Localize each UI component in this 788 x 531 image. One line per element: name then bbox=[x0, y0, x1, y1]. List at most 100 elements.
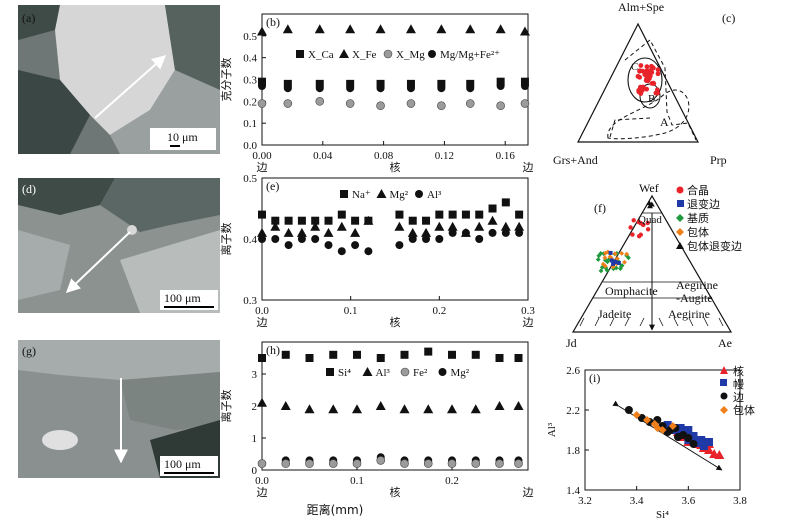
ternary-f-right: Ae bbox=[718, 336, 732, 350]
ternary-point bbox=[644, 86, 650, 92]
ternary-point bbox=[598, 250, 604, 256]
data-point bbox=[376, 354, 385, 362]
data-point bbox=[471, 459, 481, 468]
data-point bbox=[461, 228, 470, 237]
ternary-point bbox=[655, 67, 661, 73]
x-position-label: 边 bbox=[523, 316, 534, 329]
data-point bbox=[513, 401, 524, 410]
data-point bbox=[323, 227, 334, 237]
data-point bbox=[257, 459, 267, 468]
x-position-label: 边 bbox=[523, 486, 534, 499]
x-position-label: 核 bbox=[390, 315, 401, 329]
data-point bbox=[494, 401, 505, 410]
data-point bbox=[400, 459, 409, 468]
x-position-label: 核 bbox=[390, 485, 401, 499]
ternary-c-field-a: A bbox=[660, 115, 669, 129]
x-position-label: 边 bbox=[523, 161, 534, 174]
data-point bbox=[280, 401, 291, 410]
data-point bbox=[435, 210, 444, 219]
ternary-point bbox=[635, 73, 641, 79]
data-point bbox=[406, 84, 415, 93]
data-point bbox=[437, 84, 446, 93]
x-tick-label: 0.04 bbox=[313, 150, 333, 162]
data-point bbox=[515, 228, 524, 237]
ternary-point bbox=[628, 225, 633, 230]
data-point bbox=[515, 210, 524, 219]
data-point bbox=[375, 401, 386, 410]
plot-frame bbox=[261, 341, 529, 471]
data-point bbox=[337, 247, 346, 256]
data-point bbox=[421, 227, 432, 237]
chart-title: (b) bbox=[266, 15, 280, 29]
legend-label: X_Ca bbox=[308, 49, 334, 61]
x-tick-label: 0.1 bbox=[350, 475, 364, 487]
data-point bbox=[376, 79, 385, 88]
data-point bbox=[281, 459, 291, 468]
data-point bbox=[346, 79, 355, 88]
ternary-point bbox=[640, 84, 646, 90]
legend-marker bbox=[340, 190, 348, 198]
data-point bbox=[475, 210, 484, 219]
data-point bbox=[376, 456, 386, 465]
data-point bbox=[282, 24, 293, 34]
ternary-point bbox=[644, 64, 650, 70]
legend-label: Si⁴ bbox=[338, 367, 351, 379]
y-tick-label: 1 bbox=[252, 433, 258, 445]
data-point bbox=[283, 99, 293, 108]
data-point bbox=[514, 221, 525, 231]
legend-marker bbox=[383, 49, 393, 59]
y-axis-label: 离子数 bbox=[219, 390, 233, 423]
data-point bbox=[258, 77, 266, 86]
ternary-point bbox=[647, 203, 654, 209]
x-position-label: 边 bbox=[257, 486, 268, 499]
i-legend-1: 核 bbox=[733, 364, 744, 378]
y-axis-label: Al³ bbox=[546, 422, 558, 437]
data-point bbox=[408, 235, 417, 243]
ternary-point bbox=[645, 227, 651, 232]
legend-marker bbox=[400, 367, 410, 377]
x-tick-label: 0.0 bbox=[255, 475, 269, 487]
legend-label: Fe² bbox=[413, 367, 428, 379]
x-tick-label: 0.0 bbox=[255, 305, 269, 317]
data-point bbox=[271, 235, 280, 243]
data-point bbox=[305, 354, 314, 362]
data-point bbox=[336, 221, 347, 231]
data-point bbox=[465, 24, 476, 34]
legend-label: X_Fe bbox=[352, 49, 377, 61]
data-point bbox=[304, 404, 315, 414]
data-point bbox=[297, 216, 306, 225]
data-point bbox=[345, 24, 356, 34]
ternary-c-right: Prp bbox=[710, 153, 727, 167]
ternary-point bbox=[641, 222, 646, 228]
data-point bbox=[519, 26, 530, 36]
data-point bbox=[466, 79, 475, 88]
f-legend-4: 包体 bbox=[687, 225, 709, 239]
legend-label: X_Mg bbox=[396, 49, 425, 61]
data-point bbox=[422, 235, 431, 243]
ternary-point bbox=[612, 251, 618, 257]
data-point bbox=[437, 79, 446, 88]
y-tick-label: 2.6 bbox=[566, 365, 580, 377]
x-tick-label: 0.12 bbox=[435, 150, 454, 162]
data-point bbox=[496, 101, 505, 110]
ternary-c-field-b: B bbox=[648, 93, 655, 105]
data-point bbox=[271, 216, 280, 225]
ternary-point bbox=[614, 256, 620, 262]
data-point bbox=[653, 424, 662, 432]
ternary-c-points bbox=[635, 63, 661, 96]
legend-marker bbox=[376, 189, 387, 198]
data-point bbox=[514, 459, 523, 468]
legend-label: Mg² bbox=[451, 367, 470, 379]
ternary-point bbox=[630, 232, 635, 237]
legend-marker bbox=[428, 50, 436, 58]
y-tick-label: 1.8 bbox=[566, 445, 580, 457]
data-point bbox=[447, 459, 457, 468]
legend-marker bbox=[326, 368, 334, 376]
photo-g: (g) 100 μm bbox=[18, 340, 220, 478]
i-legend-4: 包体 bbox=[733, 403, 755, 417]
x-tick-label: 0.1 bbox=[344, 305, 358, 317]
ternary-point bbox=[646, 200, 653, 206]
data-point bbox=[423, 404, 434, 414]
ternary-f-omphacite: Omphacite bbox=[605, 284, 658, 298]
ternary-c: Alm+Spe Grs+And Prp (c) A B C bbox=[553, 0, 735, 167]
